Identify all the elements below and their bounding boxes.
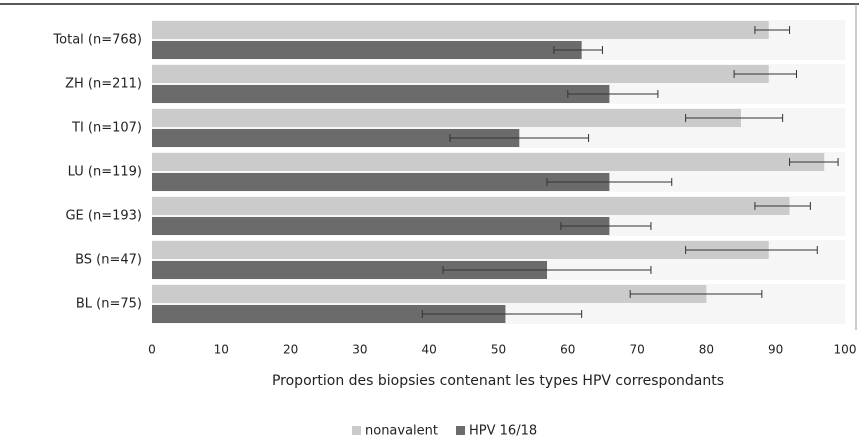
legend-label: HPV 16/18: [469, 424, 537, 439]
legend-label: nonavalent: [365, 424, 438, 439]
x-tick-label: 60: [560, 343, 575, 357]
x-tick-label: 70: [629, 343, 644, 357]
y-tick-label: BS (n=47): [75, 253, 142, 268]
y-tick-label: GE (n=193): [65, 209, 142, 224]
y-tick-label: TI (n=107): [71, 121, 142, 136]
bar: [152, 241, 769, 259]
x-tick-label: 50: [491, 343, 506, 357]
x-tick-label: 40: [422, 343, 437, 357]
bar: [152, 85, 610, 103]
bar: [152, 261, 548, 279]
y-tick-label: ZH (n=211): [65, 77, 142, 92]
x-tick-label: 30: [352, 343, 367, 357]
bar: [152, 285, 707, 303]
bar: [152, 173, 610, 191]
bar: [152, 305, 506, 323]
bar: [152, 217, 610, 235]
y-tick-label: LU (n=119): [68, 165, 142, 180]
bar: [152, 109, 742, 127]
legend-swatch: [352, 426, 361, 435]
x-tick-label: 10: [214, 343, 229, 357]
bar: [152, 197, 790, 215]
x-tick-label: 20: [283, 343, 298, 357]
x-tick-label: 90: [768, 343, 783, 357]
bar: [152, 129, 520, 147]
x-tick-label: 80: [699, 343, 714, 357]
y-tick-label: BL (n=75): [76, 297, 142, 312]
x-tick-label: 100: [834, 343, 857, 357]
bar: [152, 153, 825, 171]
legend-swatch: [456, 426, 466, 435]
bar: [152, 65, 769, 83]
y-tick-label: Total (n=768): [52, 33, 142, 48]
x-tick-label: 0: [148, 343, 156, 357]
bar: [152, 41, 582, 59]
x-axis-title: Proportion des biopsies contenant les ty…: [272, 373, 724, 389]
bar: [152, 21, 769, 39]
